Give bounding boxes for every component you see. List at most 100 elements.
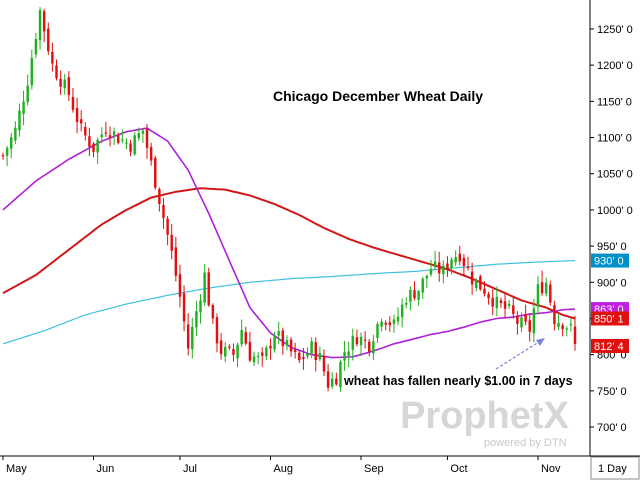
x-tick-label: Jun xyxy=(97,463,115,475)
candle-body xyxy=(186,324,190,349)
y-tick-label: 900' 0 xyxy=(597,277,627,289)
x-tick-label: May xyxy=(6,463,27,475)
y-tick-label: 950' 0 xyxy=(597,241,627,253)
candle-body xyxy=(273,336,276,350)
candle-body xyxy=(269,345,272,349)
candle-body xyxy=(409,289,412,302)
candle-body xyxy=(330,378,334,387)
candle-body xyxy=(400,304,404,318)
candle-body xyxy=(376,324,379,339)
y-tick-label: 1250' 0 xyxy=(597,24,633,36)
candle-body xyxy=(351,335,355,350)
candle-body xyxy=(244,332,248,344)
candle-body xyxy=(347,351,350,356)
candle-body xyxy=(442,265,445,275)
candle-body xyxy=(18,110,21,131)
candle-body xyxy=(248,341,252,361)
candle-body xyxy=(232,348,235,355)
candle-body xyxy=(298,352,301,361)
candle-body xyxy=(199,300,202,313)
candle-body xyxy=(22,101,25,114)
x-tick-label: Aug xyxy=(273,463,293,475)
candle-body xyxy=(363,339,367,341)
price-badge-label: 850' 1 xyxy=(594,313,624,325)
candle-body xyxy=(512,305,515,314)
candle-body xyxy=(355,337,359,345)
candle-body xyxy=(195,311,198,328)
candle-body xyxy=(532,308,536,334)
candle-body xyxy=(524,313,527,322)
x-tick-label: Nov xyxy=(541,463,561,475)
candle-body xyxy=(520,317,523,328)
candle-body xyxy=(133,135,136,155)
interval-label[interactable]: 1 Day xyxy=(598,463,627,475)
x-tick-label: Jul xyxy=(183,463,197,475)
candle-body xyxy=(561,325,564,329)
candle-body xyxy=(318,353,322,360)
watermark-text: ProphetX xyxy=(400,395,570,437)
candle-body xyxy=(223,346,227,357)
candle-body xyxy=(162,204,165,219)
candle-body xyxy=(203,272,206,303)
candle-body xyxy=(499,300,503,304)
y-tick-label: 1100' 0 xyxy=(597,133,632,145)
candle-body xyxy=(47,28,50,52)
candle-body xyxy=(26,85,29,103)
y-tick-label: 1200' 0 xyxy=(597,60,633,72)
candle-body xyxy=(129,143,132,152)
candle-body xyxy=(236,344,239,359)
candles-layer xyxy=(1,7,577,392)
candle-body xyxy=(191,326,194,350)
candle-body xyxy=(544,282,548,294)
candle-body xyxy=(104,132,108,134)
candle-body xyxy=(429,268,433,275)
price-badge xyxy=(591,311,629,326)
y-tick-label: 1050' 0 xyxy=(597,169,633,181)
candle-body xyxy=(252,356,256,363)
candle-body xyxy=(289,339,293,352)
price-badge-label: 812' 4 xyxy=(594,341,624,353)
candle-body xyxy=(174,247,178,276)
candle-body xyxy=(306,353,309,357)
candle-body xyxy=(368,341,371,352)
candle-body xyxy=(166,218,169,235)
candle-body xyxy=(261,352,264,356)
price-badge xyxy=(591,253,629,268)
candle-body xyxy=(182,293,186,322)
candle-body xyxy=(487,294,490,299)
candle-body xyxy=(211,305,215,319)
candle-body xyxy=(437,262,441,274)
annotation-text: wheat has fallen nearly $1.00 in 7 days xyxy=(343,374,573,388)
candle-body xyxy=(59,78,62,87)
y-tick-label: 1000' 0 xyxy=(597,205,633,217)
candle-body xyxy=(421,278,424,293)
candle-body xyxy=(10,137,13,149)
candle-body xyxy=(433,261,437,267)
candle-body xyxy=(491,297,494,307)
y-tick-label: 1150' 0 xyxy=(597,96,632,108)
candle-body xyxy=(549,284,552,303)
interval-box[interactable] xyxy=(590,456,640,480)
candle-body xyxy=(405,303,408,305)
candle-body xyxy=(112,131,116,136)
candle-body xyxy=(30,57,34,86)
candle-body xyxy=(475,279,478,289)
candle-body xyxy=(240,330,243,345)
candle-body xyxy=(293,349,297,352)
candle-body xyxy=(141,130,145,134)
candle-body xyxy=(63,79,66,89)
candle-body xyxy=(454,257,457,263)
candle-body xyxy=(372,341,375,354)
candle-body xyxy=(34,39,38,55)
candle-body xyxy=(569,323,573,326)
candle-body xyxy=(55,65,58,79)
candle-body xyxy=(178,274,182,297)
candle-body xyxy=(92,143,95,153)
candle-body xyxy=(503,301,507,309)
candle-body xyxy=(388,322,392,326)
y-tick-label: 750' 0 xyxy=(597,386,627,398)
price-badge-label: 930' 0 xyxy=(594,256,624,268)
candle-body xyxy=(310,341,313,355)
candle-body xyxy=(540,282,544,294)
